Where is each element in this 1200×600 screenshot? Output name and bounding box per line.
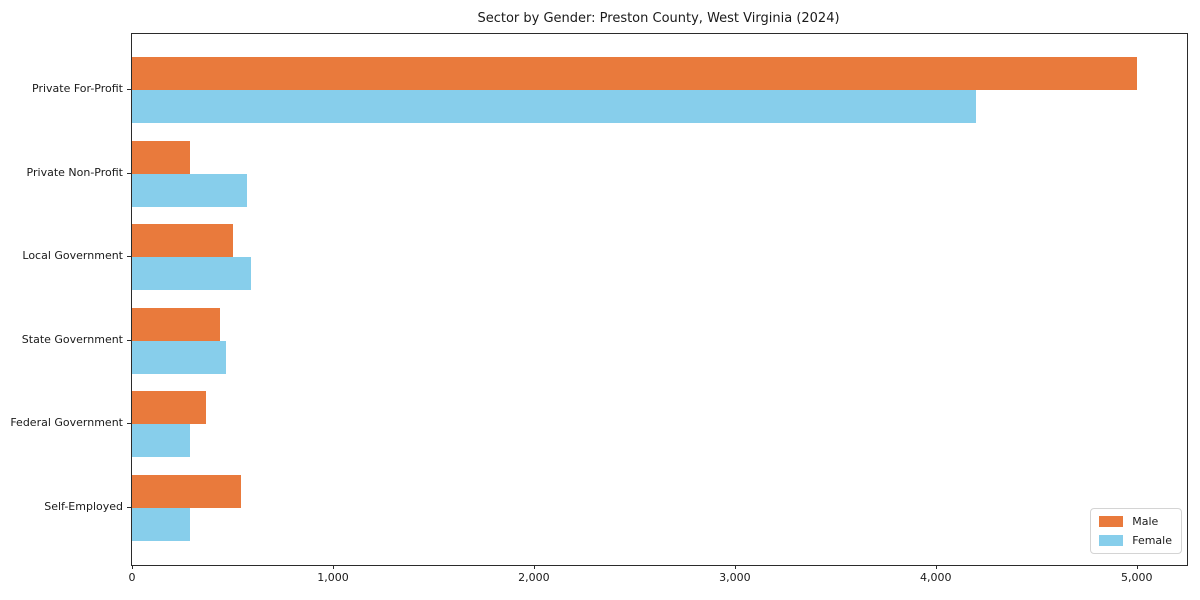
bar-male-state-government: [132, 307, 221, 341]
x-axis-tick: [935, 565, 937, 569]
y-axis-label-self-employed: Self-Employed: [44, 500, 123, 513]
x-axis-tick-label: 3,000: [719, 571, 751, 584]
bar-male-private-non-profit: [132, 140, 191, 174]
x-axis-tick: [734, 565, 736, 569]
x-axis-tick: [533, 565, 535, 569]
bar-male-private-for-profit: [132, 57, 1137, 90]
x-axis-tick: [333, 565, 334, 569]
y-axis-label-local-government: Local Government: [22, 249, 123, 263]
chart-title: Sector by Gender: Preston County, West V…: [477, 11, 840, 26]
legend: Male Female: [1090, 508, 1182, 554]
bar-female-private-for-profit: [132, 90, 976, 123]
y-axis-label-federal-government: Federal Government: [10, 416, 123, 430]
bar-female-state-government: [132, 340, 227, 374]
x-axis-tick-label: 2,000: [518, 571, 550, 584]
legend-label-male: Male: [1132, 515, 1159, 528]
y-axis-label-private-non-profit: Private Non-Profit: [26, 165, 123, 179]
y-axis-tick: [127, 172, 131, 174]
legend-entry-male: Male: [1099, 515, 1172, 528]
y-axis-tick: [127, 256, 131, 258]
x-axis-tick-label: 0: [128, 571, 136, 584]
bar-female-federal-government: [132, 424, 191, 458]
legend-swatch-male: [1099, 516, 1124, 527]
legend-swatch-female: [1099, 535, 1124, 546]
legend-label-female: Female: [1132, 534, 1172, 547]
x-axis-tick-label: 4,000: [920, 571, 952, 584]
bar-female-self-employed: [132, 508, 191, 541]
x-axis-tick-label: 1,000: [317, 571, 349, 584]
x-axis-tick: [132, 565, 133, 569]
y-axis-tick: [127, 89, 131, 90]
y-axis-label-private-for-profit: Private For-Profit: [32, 82, 123, 95]
y-axis-tick: [127, 423, 131, 425]
bar-male-local-government: [132, 224, 233, 258]
bar-female-local-government: [132, 257, 251, 291]
bar-male-self-employed: [132, 475, 241, 508]
y-axis-tick: [127, 339, 131, 341]
bar-male-federal-government: [132, 391, 207, 425]
y-axis-label-state-government: State Government: [21, 332, 123, 346]
x-axis-tick-label: 5,000: [1121, 571, 1153, 584]
bar-female-private-non-profit: [132, 173, 247, 207]
y-axis-tick: [127, 507, 131, 508]
x-axis-tick: [1136, 565, 1138, 569]
plot-area: Male Female: [131, 33, 1188, 566]
legend-entry-female: Female: [1099, 534, 1172, 547]
